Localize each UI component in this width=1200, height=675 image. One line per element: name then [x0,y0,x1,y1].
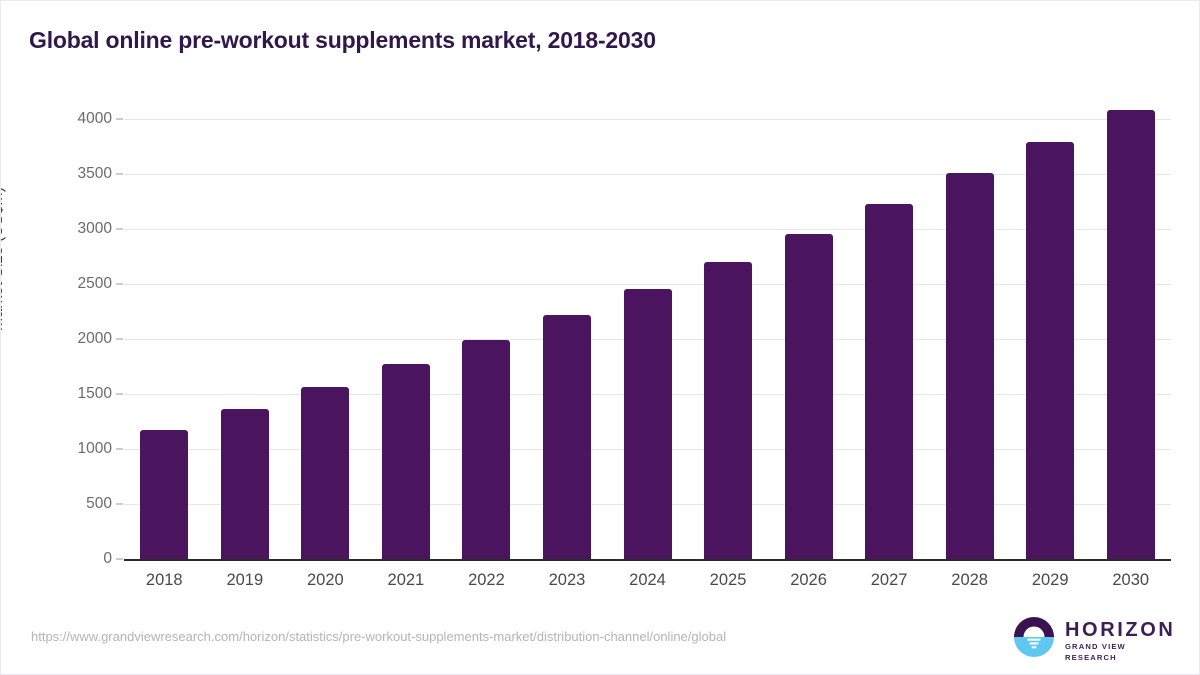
y-axis-title: Market Size (US$M) [0,186,6,331]
bar-2027[interactable] [865,204,914,559]
y-axis-tick-label: 1500 [77,385,112,402]
y-axis-tick-label: 2500 [77,275,112,292]
gridline [124,119,1171,120]
gridline [124,284,1171,285]
bar-2030[interactable] [1106,109,1155,559]
bar-2029[interactable] [1026,142,1075,559]
bar-2022[interactable] [462,340,511,559]
horizon-logo-word: HORIZON [1065,619,1176,641]
y-axis-tick-mark [116,338,123,340]
gridline [124,174,1171,175]
x-axis-tick-label-2027: 2027 [870,571,908,589]
page-title: Global online pre-workout supplements ma… [29,27,656,53]
bar-2028[interactable] [945,173,994,559]
y-axis-tick-label: 3500 [77,165,112,182]
y-axis-tick-mark [116,503,123,505]
x-axis-tick-label-2018: 2018 [145,571,183,589]
x-axis-tick-label-2021: 2021 [387,571,425,589]
bar-2025[interactable] [704,262,753,559]
y-axis-tick-mark [116,173,123,175]
y-axis-tick-label: 2000 [77,330,112,347]
y-axis-tick-mark [116,228,123,230]
bar-2021[interactable] [381,364,430,559]
horizon-logo-mark-icon [1013,616,1055,658]
gridline [124,229,1171,230]
bar-2019[interactable] [220,409,269,559]
bar-2026[interactable] [784,233,833,559]
x-axis-tick-label-2025: 2025 [709,571,747,589]
source-url[interactable]: https://www.grandviewresearch.com/horizo… [31,629,727,644]
plot-area [124,106,1171,559]
x-axis-tick-label-2028: 2028 [951,571,988,589]
y-axis-tick-label: 500 [86,495,112,512]
y-axis-tick-label: 0 [103,550,112,567]
x-axis-tick-label-2019: 2019 [226,571,264,589]
bar-2020[interactable] [301,387,350,559]
x-axis-tick-label-2030: 2030 [1112,571,1150,589]
x-axis-tick-label-2020: 2020 [306,571,344,589]
bar-2018[interactable] [140,429,189,559]
x-axis-tick-label-2026: 2026 [790,571,827,589]
bar-2024[interactable] [623,288,672,559]
y-axis-tick-mark [116,118,123,120]
x-axis-tick-label-2029: 2029 [1031,571,1069,589]
x-axis-tick-label-2024: 2024 [629,571,666,589]
y-axis-tick-label: 4000 [77,110,112,127]
y-axis-tick-mark [116,448,123,450]
y-axis-tick-mark [116,283,123,285]
horizon-logo-subtitle: GRAND VIEW RESEARCH [1065,642,1126,662]
horizon-logo-text: HORIZON GRAND VIEW RESEARCH [1065,620,1175,663]
y-axis-tick-mark [116,558,123,560]
y-axis-tick-mark [116,393,123,395]
x-axis-tick-label-2023: 2023 [548,571,586,589]
bar-2023[interactable] [542,315,591,559]
x-axis-tick-label-2022: 2022 [468,571,505,589]
y-axis-tick-label: 3000 [77,220,112,237]
x-axis-line [124,559,1171,561]
horizon-logo: HORIZON GRAND VIEW RESEARCH [1013,614,1173,662]
y-axis-tick-label: 1000 [77,440,112,457]
